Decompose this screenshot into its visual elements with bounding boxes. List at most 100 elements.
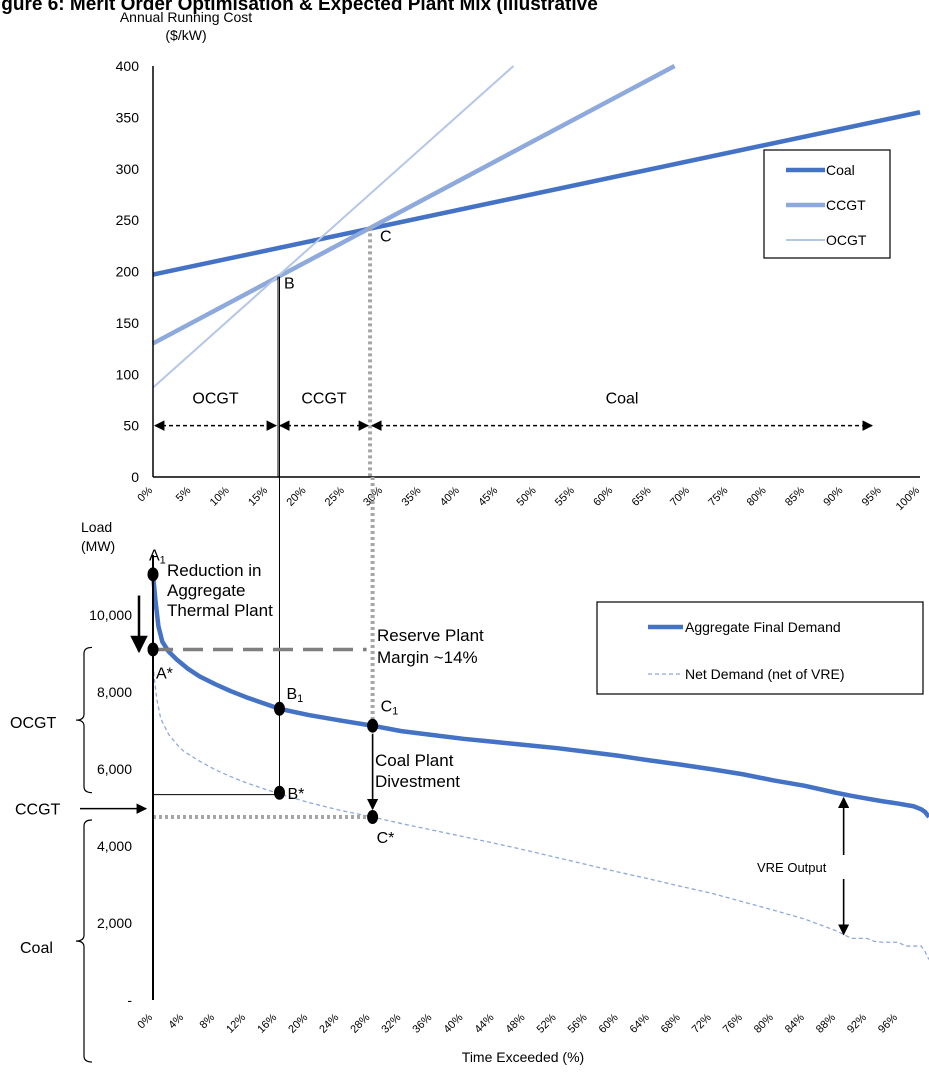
- top-point-label-b: B: [284, 276, 295, 293]
- bottom-y-ticks: - 2,000 4,000 6,000 8,000 10,000: [89, 607, 132, 1008]
- top-x-tick-85: 85%: [783, 484, 807, 508]
- top-point-label-c: C: [380, 228, 392, 245]
- top-y-tick-0: 0: [131, 469, 139, 485]
- bottom-chart: Load (MW) - 2,000 4,000 6,000 8,000 10,000 0%…: [10, 276, 929, 1065]
- top-series-line-coal: [152, 110, 921, 277]
- point-marker-a-star: [147, 642, 159, 657]
- point-marker-b1: [273, 701, 285, 716]
- bottom-y-tick-2000: 2,000: [97, 915, 132, 931]
- bracket-label-coal: Coal: [20, 940, 53, 957]
- region-label-ccgt: CCGT: [301, 391, 347, 408]
- top-y-tick-250: 250: [116, 212, 140, 228]
- bottom-x-tick-28: 28%: [348, 1011, 372, 1035]
- top-y-tick-150: 150: [116, 315, 140, 331]
- point-label-a-star: A*: [156, 665, 173, 682]
- bottom-brackets: OCGT CCGT Coal: [10, 646, 148, 1063]
- top-x-ticks: 0%5%10%15%20%25%30%35%40%45%50%55%60%65%…: [135, 484, 922, 513]
- bottom-y-label-line1: Load: [81, 519, 112, 535]
- top-series: [151, 64, 921, 389]
- point-marker-a1: [147, 567, 159, 582]
- top-y-tick-200: 200: [116, 264, 140, 280]
- bottom-x-tick-88: 88%: [814, 1011, 838, 1035]
- top-x-tick-70: 70%: [668, 484, 692, 508]
- top-y-ticks: 0 50 100 150 200 250 300 350 400: [116, 58, 140, 485]
- top-guides: [277, 227, 373, 477]
- bottom-legend-box: [596, 601, 924, 695]
- reduction-text-line3: Thermal Plant: [167, 601, 273, 620]
- bottom-x-tick-0: 0%: [135, 1011, 155, 1031]
- bottom-x-tick-16: 16%: [255, 1011, 279, 1035]
- top-x-tick-75: 75%: [706, 484, 730, 508]
- top-x-tick-45: 45%: [476, 484, 500, 508]
- top-y-tick-350: 350: [116, 109, 140, 125]
- vre-output-bg: [752, 855, 846, 879]
- legend-ocgt-label: OCGT: [826, 232, 867, 248]
- top-y-label-line1: Annual Running Cost: [120, 9, 252, 25]
- bottom-y-tick-8000: 8,000: [97, 684, 132, 700]
- top-x-tick-5: 5%: [174, 484, 194, 504]
- top-x-tick-40: 40%: [438, 484, 462, 508]
- point-label-c1: C1: [381, 699, 399, 718]
- top-x-tick-15: 15%: [246, 484, 270, 508]
- bottom-y-tick-4000: 4,000: [97, 838, 132, 854]
- point-marker-c1: [367, 718, 379, 733]
- bottom-y-label-line2: (MW): [81, 538, 115, 554]
- top-x-tick-60: 60%: [591, 484, 615, 508]
- bottom-series: [150, 574, 929, 960]
- bottom-series-line-net-demand: [152, 664, 929, 960]
- bracket-ocgt: [75, 646, 93, 794]
- bottom-series-line-aggregate-demand: [150, 574, 929, 819]
- bottom-x-tick-40: 40%: [441, 1011, 465, 1035]
- top-x-tick-95: 95%: [860, 484, 884, 508]
- point-label-sub-c1: 1: [392, 706, 398, 718]
- top-y-tick-50: 50: [123, 418, 139, 434]
- top-y-tick-300: 300: [116, 161, 140, 177]
- bottom-x-tick-64: 64%: [628, 1011, 652, 1035]
- top-legend-box: [763, 149, 891, 259]
- top-x-tick-100: 100%: [894, 484, 923, 513]
- bottom-x-tick-12: 12%: [224, 1011, 248, 1035]
- bottom-x-tick-68: 68%: [659, 1011, 683, 1035]
- top-x-tick-55: 55%: [553, 484, 577, 508]
- figure-title: igure 6: Merit Order Optimisation & Expe…: [0, 0, 598, 15]
- bottom-x-tick-72: 72%: [690, 1011, 714, 1035]
- bottom-x-tick-36: 36%: [410, 1011, 434, 1035]
- bottom-x-tick-44: 44%: [472, 1011, 496, 1035]
- top-x-tick-65: 65%: [630, 484, 654, 508]
- bracket-coal: [75, 819, 93, 1063]
- point-marker-b-star: [273, 785, 285, 800]
- legend-aggregate-label: Aggregate Final Demand: [685, 619, 841, 635]
- bottom-y-tick-10000: 10,000: [89, 607, 132, 623]
- bottom-x-tick-84: 84%: [783, 1011, 807, 1035]
- legend-ccgt-label: CCGT: [826, 197, 866, 213]
- point-label-b1: B1: [286, 686, 303, 705]
- bottom-y-tick-6000: 6,000: [97, 761, 132, 777]
- bottom-y-tick-0: -: [127, 992, 132, 1008]
- top-x-tick-10: 10%: [208, 484, 232, 508]
- point-label-c-star: C*: [377, 830, 395, 847]
- region-label-ocgt: OCGT: [192, 391, 238, 408]
- bottom-x-tick-52: 52%: [535, 1011, 559, 1035]
- top-y-tick-400: 400: [116, 58, 140, 74]
- top-y-label-line2: ($/kW): [165, 27, 206, 43]
- divest-text-line1: Coal Plant: [375, 751, 454, 770]
- bottom-x-tick-48: 48%: [504, 1011, 528, 1035]
- legend-net-label: Net Demand (net of VRE): [685, 666, 845, 682]
- bottom-x-axis-title: Time Exceeded (%): [462, 1049, 584, 1065]
- bottom-x-ticks: 0% 4% 8% 12% 16% 20% 24% 28% 32% 36% 40% 44% 48% 52% 5…: [135, 1011, 900, 1035]
- top-x-tick-90: 90%: [821, 484, 845, 508]
- top-x-tick-25: 25%: [323, 484, 347, 508]
- bottom-x-tick-20: 20%: [286, 1011, 310, 1035]
- top-series-line-ocgt: [152, 65, 515, 389]
- vre-output-label: VRE Output: [757, 860, 827, 875]
- bottom-legend: Aggregate Final Demand Net Demand (net o…: [596, 601, 924, 695]
- bracket-label-ocgt: OCGT: [10, 715, 56, 732]
- bottom-x-tick-60: 60%: [597, 1011, 621, 1035]
- top-x-tick-35: 35%: [400, 484, 424, 508]
- point-label-a1: A1: [149, 547, 166, 566]
- top-chart: Annual Running Cost ($/kW) 0 50 100 150 200 2…: [116, 9, 923, 513]
- point-label-sub-a1: 1: [160, 554, 166, 566]
- top-x-tick-50: 50%: [515, 484, 539, 508]
- bottom-x-tick-80: 80%: [752, 1011, 776, 1035]
